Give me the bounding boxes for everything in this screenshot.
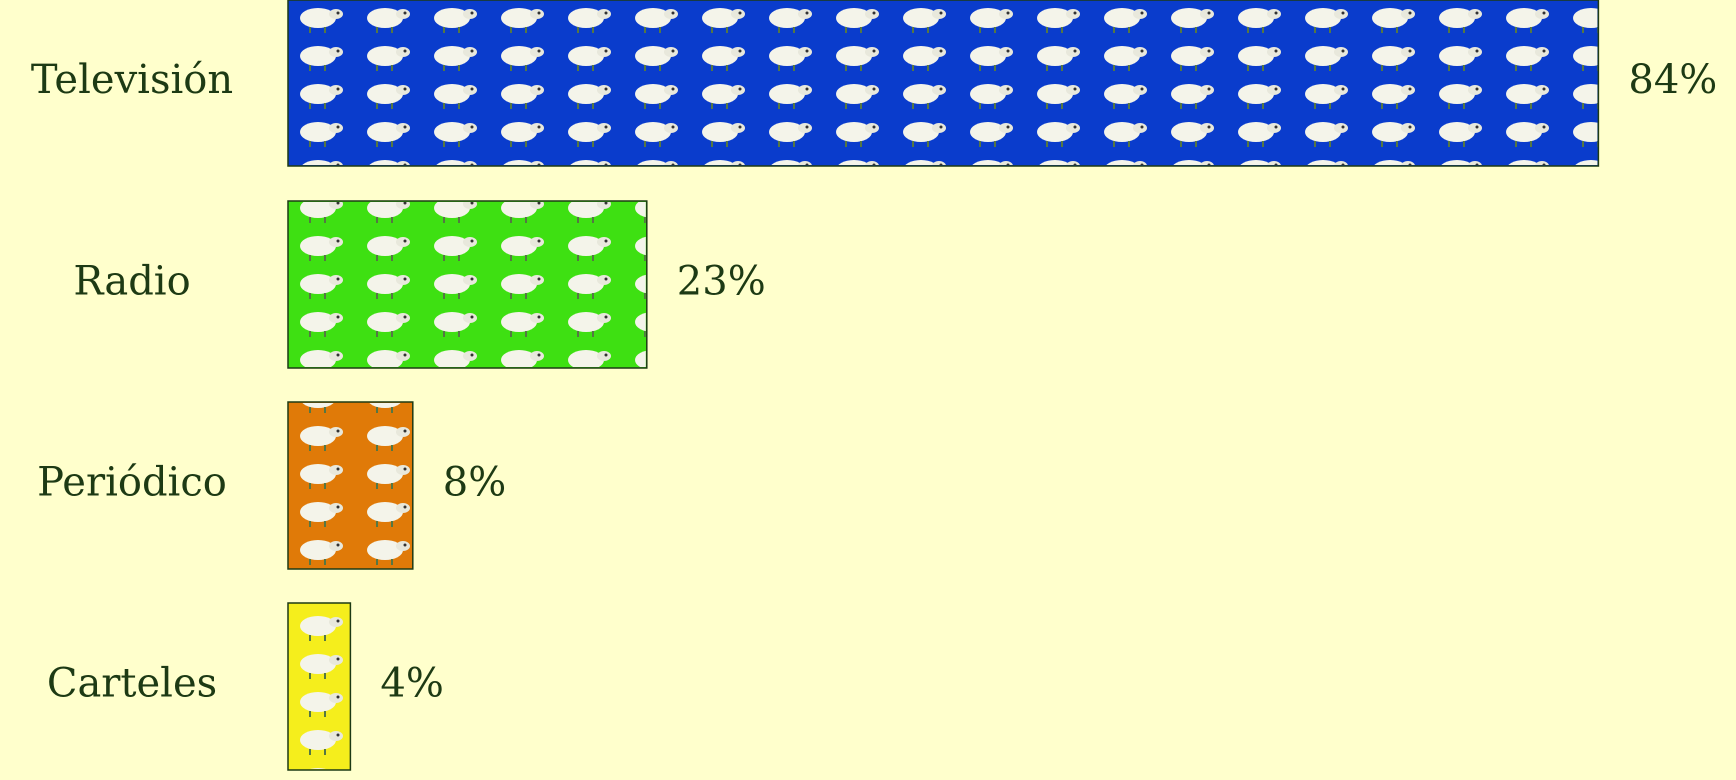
category-label: Televisión	[31, 57, 233, 103]
category-label: Radio	[73, 259, 190, 305]
bar-pattern	[289, 403, 412, 568]
bar-pattern	[289, 1, 1598, 165]
category-label: Carteles	[47, 661, 217, 707]
value-label: 8%	[443, 460, 506, 506]
bar-pattern	[289, 202, 646, 367]
value-label: 4%	[380, 661, 443, 707]
category-label: Periódico	[37, 460, 227, 506]
value-label: 23%	[677, 259, 766, 305]
value-label: 84%	[1628, 57, 1717, 103]
bar-pattern	[289, 604, 350, 769]
